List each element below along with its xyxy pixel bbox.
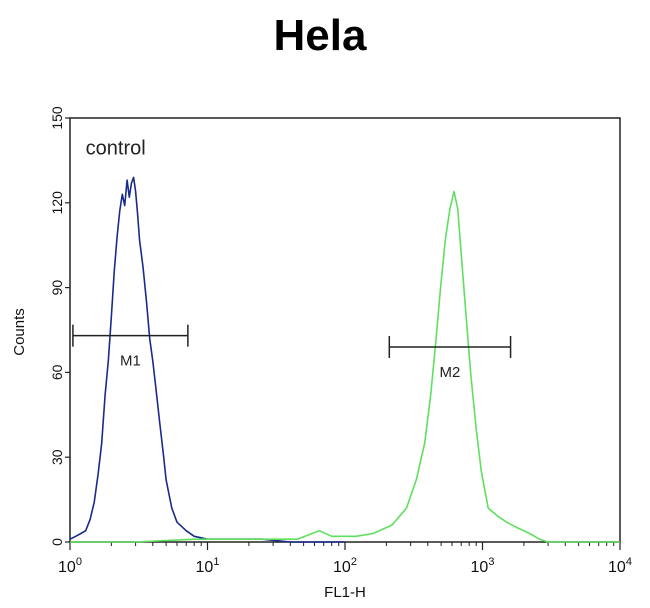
annotation-text: control — [86, 138, 146, 160]
x-tick-label: 104 — [608, 556, 632, 576]
series-line-2 — [70, 190, 620, 543]
x-tick-label: 103 — [471, 556, 495, 576]
x-axis-label: FL1-H — [324, 584, 366, 601]
x-tick-label: 100 — [58, 556, 82, 576]
y-tick-label: 120 — [49, 191, 65, 215]
y-axis-ticks: 0 30 60 90 120 150 — [49, 106, 70, 546]
y-tick-label: 30 — [49, 449, 65, 465]
annotation-layer: control — [86, 138, 146, 160]
marker-layer: M1 M2 — [72, 324, 512, 381]
x-tick-label: 101 — [196, 556, 220, 576]
x-tick-label: 102 — [333, 556, 357, 576]
x-axis-ticks: 100 101 102 103 104 — [58, 542, 632, 576]
y-tick-label: 60 — [49, 364, 65, 380]
y-tick-label: 0 — [49, 538, 65, 546]
series-line-1 — [69, 176, 345, 543]
series-layer — [69, 176, 620, 543]
y-axis-label: Counts — [11, 308, 28, 356]
chart-title: Hela — [274, 11, 367, 60]
marker-label: M1 — [120, 353, 141, 370]
y-tick-label: 150 — [49, 106, 65, 130]
plot-area-frame — [69, 117, 621, 543]
y-tick-label: 90 — [49, 280, 65, 296]
marker-label: M2 — [440, 364, 461, 381]
